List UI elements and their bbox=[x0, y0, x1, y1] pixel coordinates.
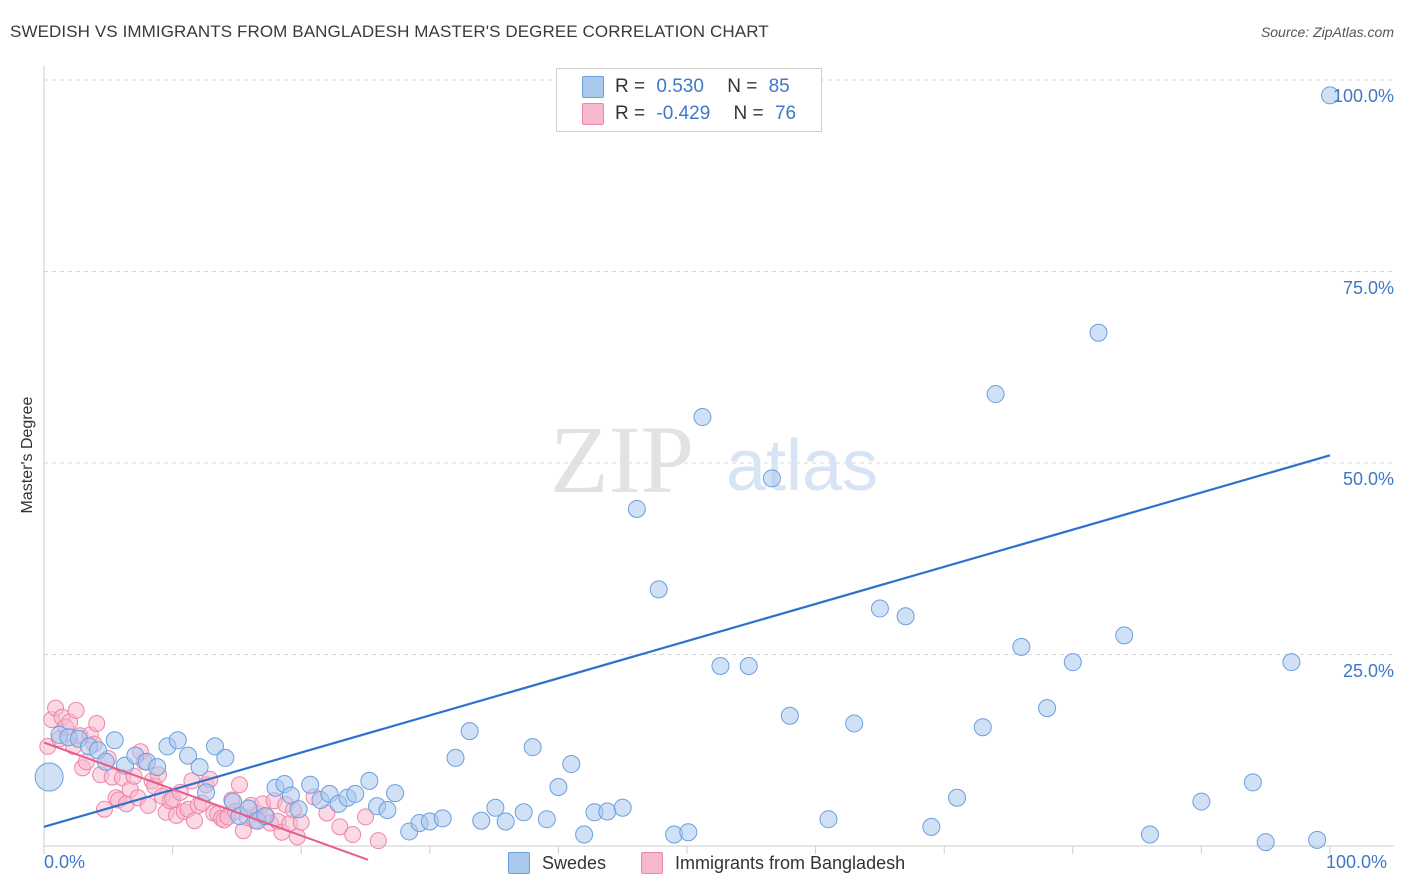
x-tick-0: 0.0% bbox=[44, 852, 86, 872]
point-swedes bbox=[1115, 626, 1134, 645]
point-swedes bbox=[973, 718, 992, 737]
point-swedes bbox=[1063, 653, 1082, 672]
point-swedes bbox=[762, 469, 781, 488]
point-swedes bbox=[168, 731, 187, 750]
point-swedes bbox=[289, 800, 308, 819]
point-bangladesh bbox=[369, 832, 387, 850]
legend-item-bangladesh: Immigrants from Bangladesh bbox=[641, 852, 905, 874]
point-swedes bbox=[549, 778, 568, 797]
point-swedes bbox=[537, 810, 556, 829]
point-swedes bbox=[496, 812, 515, 831]
series-bangladesh-points bbox=[39, 699, 387, 850]
y-tick-label: 50.0% bbox=[1342, 469, 1394, 489]
watermark-atlas: atlas bbox=[726, 426, 878, 506]
point-swedes bbox=[948, 788, 967, 807]
legend-swatch-bangladesh bbox=[641, 852, 663, 874]
point-swedes bbox=[575, 825, 594, 844]
point-swedes bbox=[693, 408, 712, 427]
point-swedes bbox=[446, 748, 465, 767]
legend-swatch-swedes bbox=[508, 852, 530, 874]
point-swedes bbox=[711, 656, 730, 675]
point-swedes bbox=[780, 706, 799, 725]
point-swedes bbox=[105, 731, 124, 750]
point-bangladesh bbox=[331, 818, 349, 836]
point-swedes bbox=[179, 746, 198, 765]
y-tick-label: 100.0% bbox=[1332, 86, 1394, 106]
point-swedes bbox=[486, 798, 505, 817]
point-swedes bbox=[472, 811, 491, 830]
point-swedes bbox=[870, 599, 889, 618]
legend-stats-swedes: R = 0.530 N = 85 bbox=[615, 76, 790, 97]
legend-stats-bangladesh: R = -0.429 N = 76 bbox=[615, 103, 797, 124]
point-swedes bbox=[360, 771, 379, 790]
point-swedes bbox=[1038, 699, 1057, 718]
point-swedes bbox=[1308, 830, 1327, 849]
point-bangladesh bbox=[88, 714, 106, 732]
point-swedes bbox=[1321, 86, 1339, 105]
point-bangladesh bbox=[67, 701, 85, 719]
point-swedes bbox=[1282, 653, 1301, 672]
point-swedes bbox=[562, 755, 581, 774]
point-swedes bbox=[896, 607, 915, 626]
legend-item-swedes: Swedes bbox=[508, 852, 606, 874]
point-swedes bbox=[598, 802, 617, 821]
point-swedes bbox=[739, 656, 758, 675]
watermark-zip: ZIP bbox=[550, 406, 694, 513]
source-label: Source: ZipAtlas.com bbox=[1260, 24, 1394, 40]
point-swedes bbox=[679, 823, 698, 842]
series-legend: Swedes Immigrants from Bangladesh bbox=[0, 852, 1406, 876]
point-swedes bbox=[1192, 792, 1211, 811]
point-swedes bbox=[460, 722, 479, 741]
legend-swatch-pink bbox=[582, 103, 604, 125]
point-swedes bbox=[649, 580, 668, 599]
point-swedes bbox=[433, 809, 452, 828]
chart-title: SWEDISH VS IMMIGRANTS FROM BANGLADESH MA… bbox=[10, 22, 769, 41]
watermark: ZIP atlas bbox=[550, 406, 878, 513]
point-swedes bbox=[1012, 637, 1031, 656]
y-tick-label: 25.0% bbox=[1342, 660, 1394, 681]
correlation-legend: R = 0.530 N = 85 R = -0.429 N = 76 bbox=[556, 68, 822, 132]
legend-label-swedes: Swedes bbox=[542, 852, 607, 873]
point-swedes bbox=[922, 817, 941, 836]
point-swedes bbox=[346, 784, 365, 803]
point-swedes bbox=[986, 385, 1005, 404]
point-swedes bbox=[148, 758, 167, 777]
point-swedes bbox=[206, 737, 225, 756]
point-swedes bbox=[1256, 833, 1275, 852]
point-swedes bbox=[386, 784, 405, 803]
point-swedes bbox=[514, 803, 533, 822]
point-swedes bbox=[845, 714, 864, 733]
point-swedes bbox=[281, 786, 300, 805]
point-swedes bbox=[523, 738, 542, 757]
point-swedes bbox=[378, 800, 397, 819]
point-bangladesh bbox=[344, 826, 362, 844]
trend-line-swedes bbox=[43, 454, 1331, 828]
point-bangladesh bbox=[139, 796, 157, 814]
point-swedes bbox=[301, 775, 320, 794]
axes bbox=[43, 66, 1394, 854]
point-bangladesh bbox=[230, 776, 248, 794]
point-swedes bbox=[1243, 773, 1262, 792]
point-swedes bbox=[819, 810, 838, 829]
point-swedes bbox=[34, 762, 64, 792]
legend-swatch-blue bbox=[582, 76, 604, 98]
x-tick-100: 100.0% bbox=[1326, 852, 1388, 872]
point-swedes bbox=[190, 758, 209, 777]
legend-label-bangladesh: Immigrants from Bangladesh bbox=[675, 852, 906, 873]
point-swedes bbox=[1089, 323, 1108, 342]
point-swedes bbox=[613, 798, 632, 817]
point-bangladesh bbox=[185, 812, 203, 830]
point-swedes bbox=[1140, 825, 1159, 844]
trend-lines bbox=[43, 454, 1331, 861]
gridlines bbox=[44, 79, 1394, 655]
point-swedes bbox=[627, 499, 646, 518]
y-tick-label: 75.0% bbox=[1342, 277, 1394, 298]
point-bangladesh bbox=[357, 808, 374, 826]
trend-line-bangladesh bbox=[43, 741, 369, 861]
point-swedes bbox=[216, 748, 235, 767]
